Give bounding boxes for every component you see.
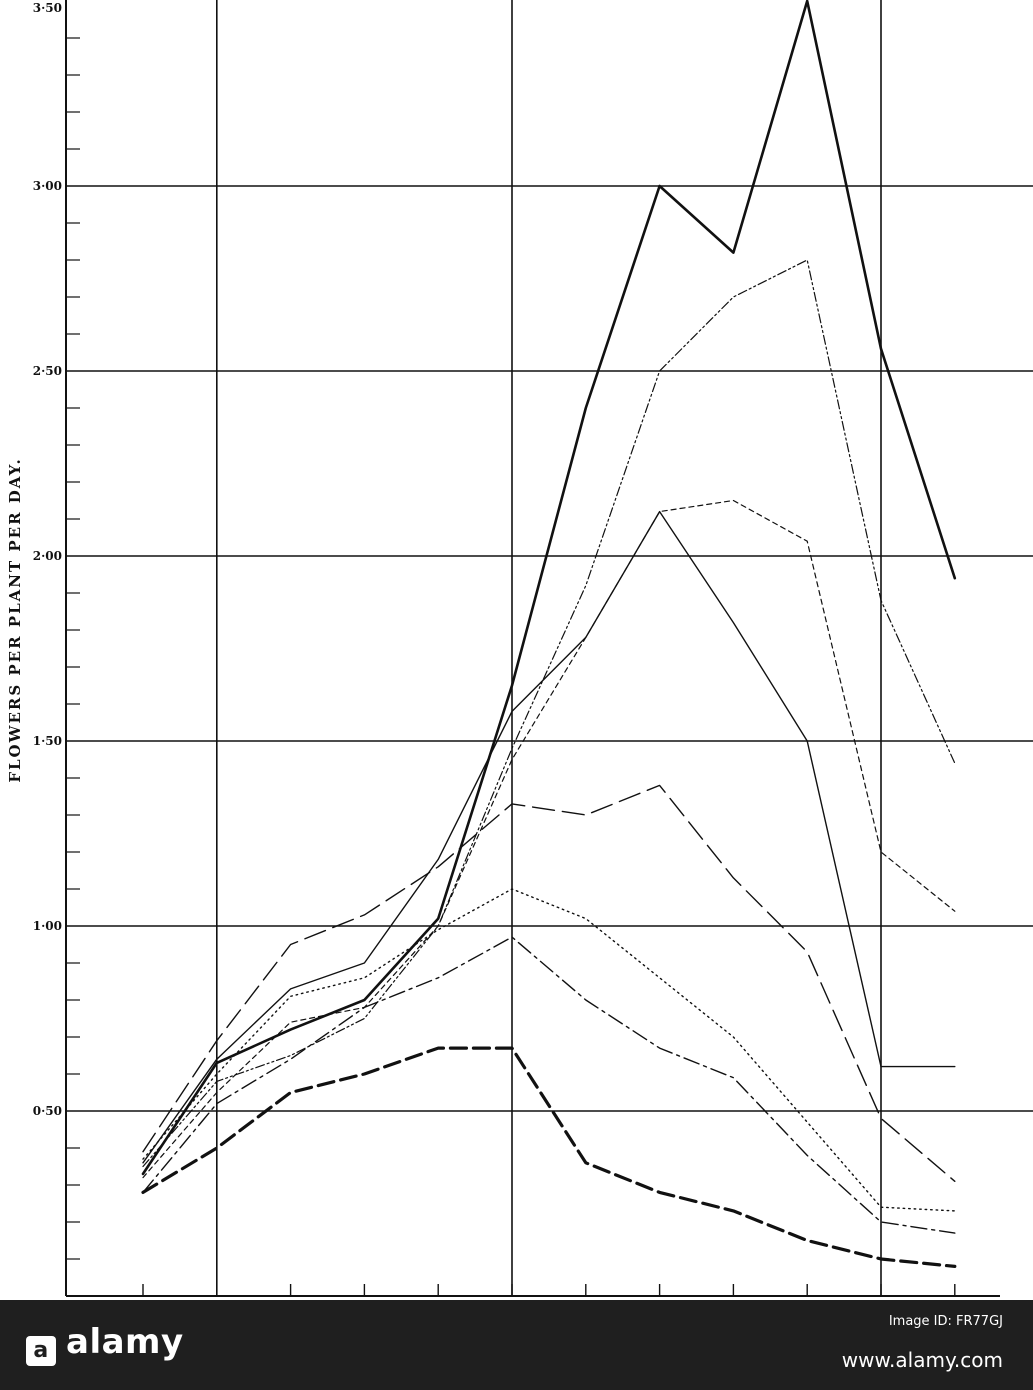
y-tick-label: 2·50 xyxy=(33,364,62,378)
brand-logo: a alamy xyxy=(26,1322,184,1366)
series-line-6 xyxy=(142,888,956,1212)
alamy-mark-icon: a xyxy=(26,1336,56,1366)
series-line-2 xyxy=(142,259,956,1168)
series-line-5 xyxy=(142,784,956,1183)
y-tick-label: 1·00 xyxy=(33,919,62,933)
y-axis-ticks: 0·50 1·00 1·50 2·00 2·50 3·00 3·50 xyxy=(33,1,956,1296)
series-line-3 xyxy=(142,510,956,1164)
y-tick-label: 3·50 xyxy=(33,1,62,15)
series-line-8 xyxy=(141,1046,957,1269)
watermark-footer: a alamy Image ID: FR77GJ www.alamy.com xyxy=(0,1300,1033,1390)
grid xyxy=(65,0,1033,1297)
y-axis-label: FLOWERS PER PLANT PER DAY. xyxy=(6,457,24,782)
y-tick-label: 2·00 xyxy=(33,549,62,563)
site-url: www.alamy.com xyxy=(841,1348,1003,1372)
y-tick-label: 3·00 xyxy=(33,179,62,193)
image-id: Image ID: FR77GJ xyxy=(888,1314,1003,1329)
series-line-7 xyxy=(142,936,956,1234)
series-line-1 xyxy=(141,0,957,1176)
data-series xyxy=(141,0,957,1269)
brand-name: alamy xyxy=(66,1322,184,1362)
chart-area: 0·50 1·00 1·50 2·00 2·50 3·00 3·50 FLOWERS PER… xyxy=(6,0,1033,1297)
y-tick-label: 1·50 xyxy=(33,734,62,748)
series-line-4 xyxy=(142,499,956,1179)
y-tick-label: 0·50 xyxy=(33,1104,62,1118)
